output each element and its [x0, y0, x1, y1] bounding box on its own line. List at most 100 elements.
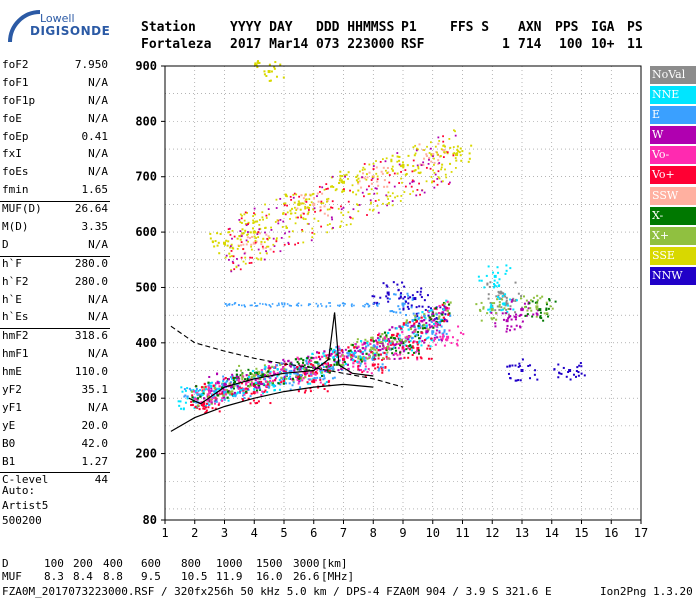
cloud-dot [319, 209, 322, 212]
echo-dot [249, 402, 252, 405]
echo-dot [504, 272, 507, 275]
echo-dot [423, 157, 426, 160]
trace-dot [206, 399, 209, 402]
echo-dot [411, 331, 414, 334]
x-tick-label: 8 [370, 526, 377, 540]
cloud-dot [410, 185, 413, 188]
echo-dot [505, 269, 508, 272]
trace-dot [379, 348, 382, 352]
echo-dot [214, 388, 217, 391]
echo-dot [279, 63, 282, 66]
echo-dot [376, 180, 379, 183]
trace-dot [314, 373, 317, 376]
echo-dot [580, 365, 583, 368]
param-row-hmf2: hmF2 318.6 [2, 329, 108, 347]
echo-dot [421, 325, 424, 328]
echo-dot [505, 308, 508, 311]
echo-dot [298, 380, 301, 383]
echo-dot [403, 348, 406, 351]
cloud-dot [328, 223, 331, 225]
echo-dot [297, 302, 300, 305]
param-value: 42.0 [81, 436, 109, 450]
trace-dot [235, 375, 239, 378]
echo-dot [521, 320, 524, 323]
trace-dot [263, 374, 266, 377]
cloud-dot [308, 209, 310, 211]
echo-dot [308, 362, 311, 365]
cloud-dot [425, 166, 428, 169]
trace-dot [382, 344, 385, 347]
echo-dot [226, 304, 228, 307]
trace-dot [438, 321, 442, 324]
echo-dot [506, 365, 509, 368]
echo-dot [186, 387, 189, 390]
trace-dot [438, 304, 441, 308]
trace-dot [406, 324, 409, 327]
cloud-dot [372, 165, 375, 167]
cloud-dot [428, 158, 430, 161]
trace-dot [390, 335, 394, 338]
trace-dot [241, 373, 244, 376]
trace-dot [376, 346, 379, 349]
echo-dot [377, 357, 380, 360]
cloud-dot [446, 151, 449, 154]
echo-dot [298, 374, 301, 377]
trace-dot [243, 387, 246, 391]
param-value: 20.0 [81, 418, 109, 432]
cloud-dot [376, 175, 379, 178]
echo-dot [420, 344, 423, 347]
trace-dot [405, 335, 409, 338]
echo-point [493, 274, 497, 278]
echo-dot [302, 361, 305, 364]
header-label-ddd-hhmmss: DDD HHMMSS [316, 20, 395, 35]
cloud-dot [342, 206, 345, 209]
echo-dot [259, 302, 261, 305]
echo-dot [363, 305, 366, 308]
echo-dot [239, 380, 242, 383]
cloud-dot [443, 151, 446, 154]
echo-dot [224, 303, 227, 305]
echo-dot [401, 346, 404, 349]
trace-dot [365, 352, 368, 355]
echo-dot [475, 303, 478, 306]
cloud-dot [340, 205, 342, 208]
echo-dot [286, 303, 289, 305]
trace-dot [196, 397, 200, 400]
echo-dot [385, 355, 388, 358]
trace-dot [225, 380, 229, 383]
cloud-dot [228, 227, 231, 230]
trace-dot [239, 389, 243, 392]
echo-dot [343, 174, 346, 177]
trace-dot [305, 359, 308, 363]
trace-dot [413, 330, 416, 333]
echo-dot [240, 304, 243, 307]
legend-item-w: W [650, 126, 696, 145]
echo-dot [303, 391, 306, 394]
echo-dot [309, 387, 312, 390]
cloud-dot [247, 233, 249, 236]
trace-dot [376, 341, 379, 344]
echo-dot [417, 334, 420, 337]
echo-dot [209, 232, 212, 235]
cloud-dot [400, 177, 402, 180]
scaled-parameters-panel: foF2 7.950 foF1 N/A foF1p N/A foE N/A foEp 0.41 fx… [0, 58, 110, 491]
echo-dot [239, 374, 242, 377]
cloud-dot [282, 202, 285, 205]
echo-dot [430, 339, 433, 342]
cloud-dot [224, 256, 227, 259]
echo-dot [446, 152, 449, 155]
echo-dot [440, 339, 443, 342]
cloud-dot [400, 171, 402, 173]
cloud-dot [442, 135, 444, 138]
cloud-dot [239, 213, 242, 216]
echo-dot [337, 369, 340, 372]
trace-dot [277, 382, 280, 385]
echo-dot [379, 296, 382, 299]
echo-dot [307, 382, 310, 385]
param-value: 7.950 [74, 58, 108, 71]
trace-dot [216, 381, 220, 384]
cloud-dot [231, 229, 234, 232]
param-label: hmF2 [2, 329, 29, 343]
echo-dot [290, 305, 293, 307]
trace-dot [235, 378, 238, 381]
